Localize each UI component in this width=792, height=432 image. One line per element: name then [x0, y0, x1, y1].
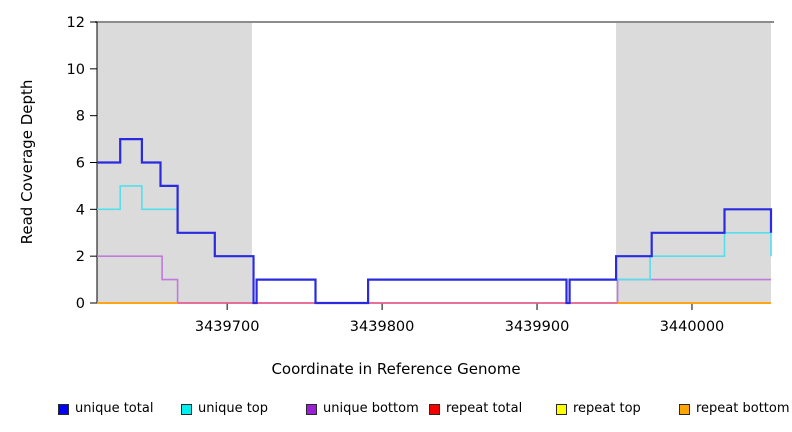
x-axis-label: Coordinate in Reference Genome: [271, 360, 521, 378]
y-tick-label: 10: [67, 62, 85, 78]
y-tick-label: 0: [76, 296, 85, 312]
x-tick-label: 3440000: [660, 319, 725, 335]
y-tick-label: 6: [76, 156, 85, 172]
x-tick-label: 3439700: [195, 319, 260, 335]
y-tick-label: 4: [76, 202, 85, 218]
y-tick-label: 8: [76, 109, 85, 125]
series-line-unique-total: [97, 138, 773, 305]
x-tick-label: 3439800: [350, 319, 415, 335]
x-tick-label: 3439900: [505, 319, 570, 335]
y-tick-label: 2: [76, 249, 85, 265]
y-axis-label: Read Coverage Depth: [18, 79, 36, 245]
y-tick-label: 12: [67, 15, 85, 31]
series-line-unique-bottom: [97, 255, 771, 304]
repeat-region-right: [616, 22, 771, 303]
